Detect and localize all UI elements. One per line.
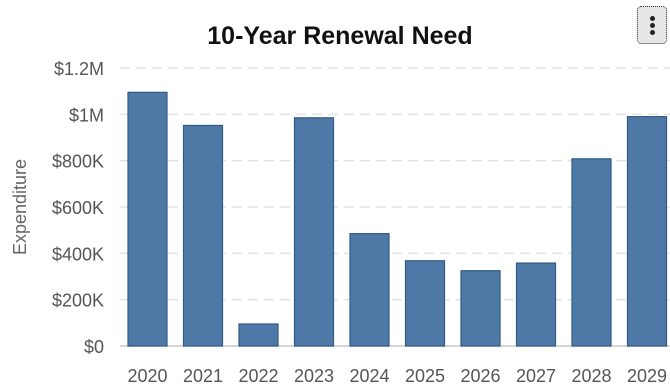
- x-tick-label: 2023: [294, 366, 334, 386]
- x-tick-label: 2029: [627, 366, 667, 386]
- x-tick-label: 2028: [571, 366, 611, 386]
- bar-2021: [182, 124, 224, 347]
- bar-2025: [404, 260, 446, 347]
- chart-menu-button[interactable]: [637, 6, 667, 44]
- y-tick-label: $800K: [52, 152, 104, 172]
- x-tick-label: 2022: [238, 366, 278, 386]
- x-tick-label: 2026: [460, 366, 500, 386]
- y-tick-label: $600K: [52, 198, 104, 218]
- bar-2022: [238, 323, 279, 347]
- y-tick-label: $400K: [52, 244, 104, 264]
- y-tick-label: $200K: [52, 291, 104, 311]
- bar-2029: [626, 116, 668, 347]
- bar-2024: [349, 233, 390, 347]
- bar-2020: [127, 91, 168, 347]
- bar-2023: [293, 117, 335, 347]
- bars: [127, 91, 668, 347]
- y-tick-label: $1.2M: [54, 59, 104, 79]
- bar-2028: [571, 158, 612, 347]
- chart-title: 10-Year Renewal Need: [207, 22, 472, 50]
- bar-2026: [460, 270, 501, 347]
- bar-2027: [515, 262, 557, 347]
- y-axis-label: Expenditure: [10, 159, 30, 255]
- x-tick-label: 2020: [127, 366, 167, 386]
- y-tick-label: $0: [84, 337, 104, 357]
- x-tick-label: 2027: [516, 366, 556, 386]
- y-tick-label: $1M: [69, 105, 104, 125]
- x-axis-ticks: 2020 2021 2022 2023 2024 2025 2026 2027 2028 2029: [127, 366, 667, 386]
- x-tick-label: 2025: [405, 366, 445, 386]
- x-tick-label: 2021: [183, 366, 223, 386]
- x-tick-label: 2024: [349, 366, 389, 386]
- y-axis-ticks: $0 $200K $400K $600K $800K $1M $1.2M: [52, 59, 104, 357]
